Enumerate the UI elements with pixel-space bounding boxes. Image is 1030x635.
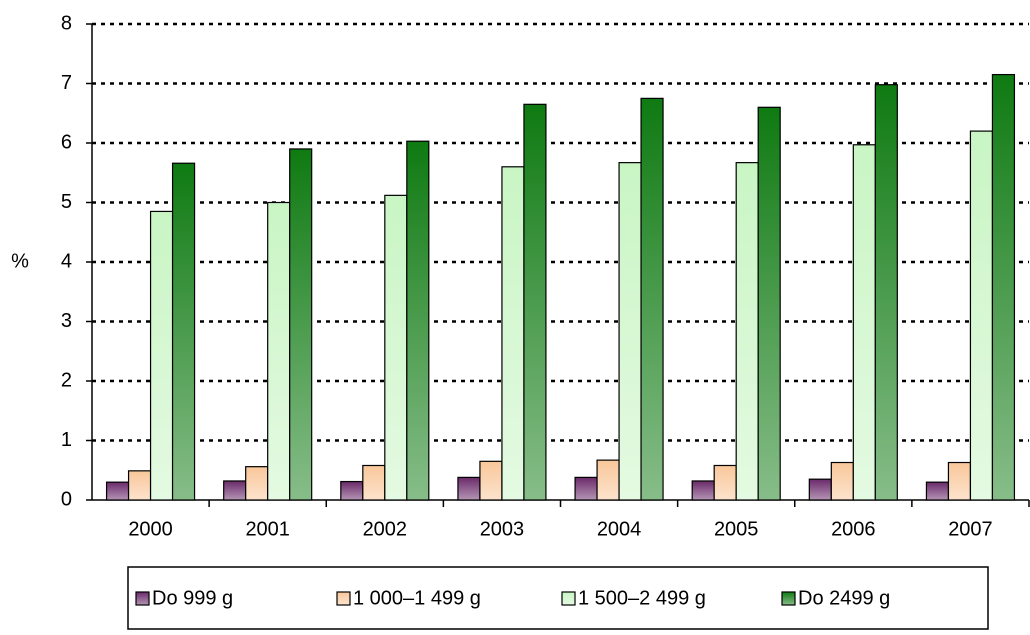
legend: Do 999 g 1 000–1 499 g 1 500–2 499 g Do 249… (127, 566, 989, 630)
bar (340, 480, 364, 501)
bar (574, 476, 598, 501)
bar (852, 144, 876, 501)
x-tick-label: 2005 (714, 518, 759, 540)
bar (223, 480, 247, 501)
bar (691, 480, 715, 501)
bar (735, 162, 759, 501)
x-tick-label: 2003 (480, 518, 525, 540)
bar (596, 459, 620, 501)
x-tick-label: 2002 (363, 518, 408, 540)
bar (925, 481, 950, 501)
legend-swatch (135, 591, 150, 606)
bar (127, 470, 152, 501)
bar (757, 106, 781, 501)
bar (406, 140, 430, 501)
bar (149, 210, 174, 501)
bar (384, 194, 408, 501)
bar (267, 201, 291, 501)
legend-label: 1 000–1 499 g (353, 587, 481, 609)
bar (640, 97, 664, 501)
y-tick-label: 3 (61, 310, 72, 332)
y-tick-label: 7 (61, 72, 72, 94)
bar (523, 103, 547, 501)
y-tick-label: 8 (61, 12, 72, 34)
y-tick-label: 2 (61, 369, 72, 391)
x-tick-label: 2004 (597, 518, 642, 540)
bar (479, 460, 503, 501)
y-axis-label: % (11, 250, 29, 272)
bar (289, 148, 313, 501)
bar (874, 84, 898, 501)
y-tick-label: 4 (61, 250, 72, 272)
y-tick-label: 1 (61, 429, 72, 451)
bar (947, 461, 972, 501)
bar (362, 464, 386, 501)
legend-label: Do 999 g (152, 587, 233, 609)
bar (808, 478, 832, 501)
bar (105, 481, 130, 501)
bar (713, 464, 737, 501)
x-tick-label: 2007 (948, 518, 993, 540)
bar (245, 466, 269, 501)
legend-swatch (781, 591, 796, 606)
bar (991, 73, 1016, 501)
x-tick-label: 2006 (831, 518, 876, 540)
legend-label: 1 500–2 499 g (578, 587, 706, 609)
legend-swatch (561, 591, 576, 606)
legend-label: Do 2499 g (798, 587, 890, 609)
bar (501, 166, 525, 501)
bar (969, 130, 994, 501)
bar (171, 162, 196, 501)
bar (830, 461, 854, 501)
y-tick-label: 6 (61, 131, 72, 153)
x-tick-label: 2001 (245, 518, 290, 540)
y-tick-label: 0 (61, 488, 72, 510)
bar (618, 162, 642, 501)
y-tick-label: 5 (61, 191, 72, 213)
bar (457, 476, 481, 501)
x-tick-label: 2000 (128, 518, 173, 540)
legend-box (127, 566, 989, 630)
legend-swatch (336, 591, 351, 606)
